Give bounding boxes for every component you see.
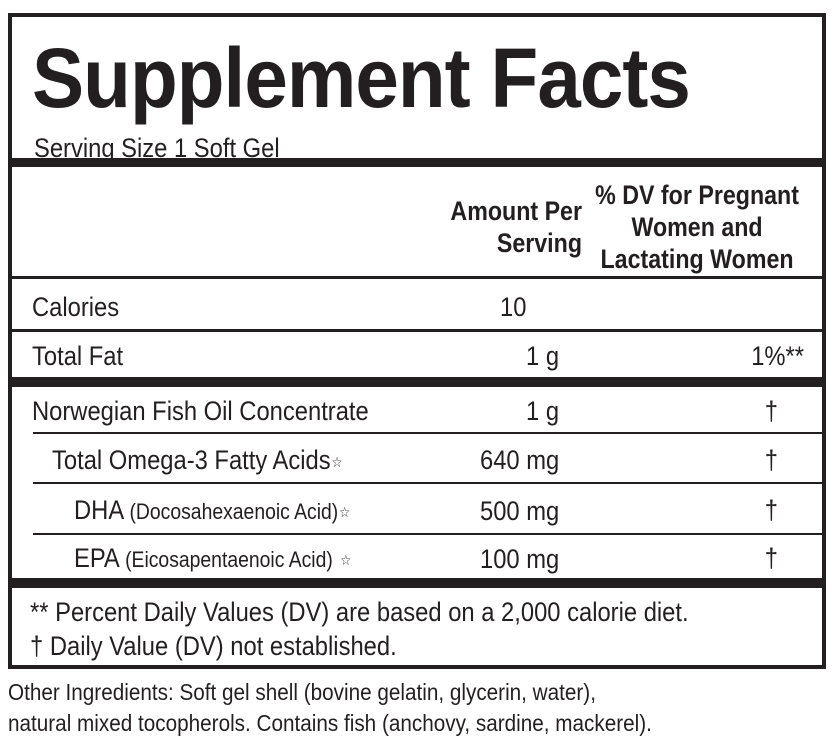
row-divider [33, 432, 822, 434]
panel-title: Supplement Facts [32, 31, 691, 125]
header-line: Amount Per [450, 196, 582, 226]
ingredient-abbr: EPA [74, 543, 119, 573]
thick-divider [12, 377, 822, 387]
ingredient-dv: † [764, 396, 778, 426]
header-line: Lactating Women [600, 244, 794, 274]
row-divider [12, 329, 822, 332]
ingredient-amount: 100 mg [480, 544, 560, 574]
nutrient-name: Calories [32, 292, 120, 322]
footnote-percent-dv: ** Percent Daily Values (DV) are based o… [30, 597, 689, 627]
ingredient-amount: 1 g [526, 396, 560, 426]
dv-header: % DV for Pregnant Women and Lactating Wo… [580, 179, 814, 275]
ingredient-dv: † [764, 445, 778, 475]
row-divider [12, 276, 822, 279]
ingredient-amount: 500 mg [480, 496, 560, 526]
ingredient-name: Norwegian Fish Oil Concentrate [32, 396, 369, 426]
nutrient-dv: 1%** [751, 341, 804, 371]
amount-per-serving-header: Amount Per Serving [450, 195, 582, 259]
star-icon: ☆ [331, 454, 343, 470]
header-line: % DV for Pregnant [595, 180, 799, 210]
other-ingredients-line1: Other Ingredients: Soft gel shell (bovin… [8, 679, 596, 705]
ingredient-amount: 640 mg [480, 445, 560, 475]
ingredient-dv: † [764, 495, 778, 525]
thick-divider [12, 578, 822, 588]
ingredient-name: Total Omega-3 Fatty Acids☆ [52, 444, 343, 476]
nutrient-amount: 1 g [526, 341, 560, 371]
star-icon: ☆ [340, 552, 352, 568]
supplement-facts-panel: Supplement Facts Serving Size 1 Soft Gel… [8, 13, 826, 669]
ingredient-dv: † [764, 543, 778, 573]
other-ingredients-line2: natural mixed tocopherols. Contains fish… [8, 710, 652, 736]
nutrient-amount: 10 [500, 292, 527, 322]
ingredient-name: EPA (Eicosapentaenoic Acid) ☆ [74, 542, 351, 576]
ingredient-full-name: (Eicosapentaenoic Acid) [125, 547, 333, 572]
footnote-dv-not-established: † Daily Value (DV) not established. [30, 631, 397, 661]
star-icon: ☆ [339, 504, 351, 520]
ingredient-label: Total Omega-3 Fatty Acids [52, 445, 331, 475]
ingredient-full-name: (Docosahexaenoic Acid) [129, 499, 339, 524]
row-divider [33, 482, 822, 484]
ingredient-abbr: DHA [74, 495, 123, 525]
thick-divider [12, 158, 822, 167]
ingredient-name: DHA (Docosahexaenoic Acid)☆ [74, 494, 350, 528]
header-line: Serving [496, 228, 582, 258]
nutrient-name: Total Fat [32, 341, 124, 371]
row-divider [33, 533, 822, 535]
header-line: Women and [631, 212, 763, 242]
